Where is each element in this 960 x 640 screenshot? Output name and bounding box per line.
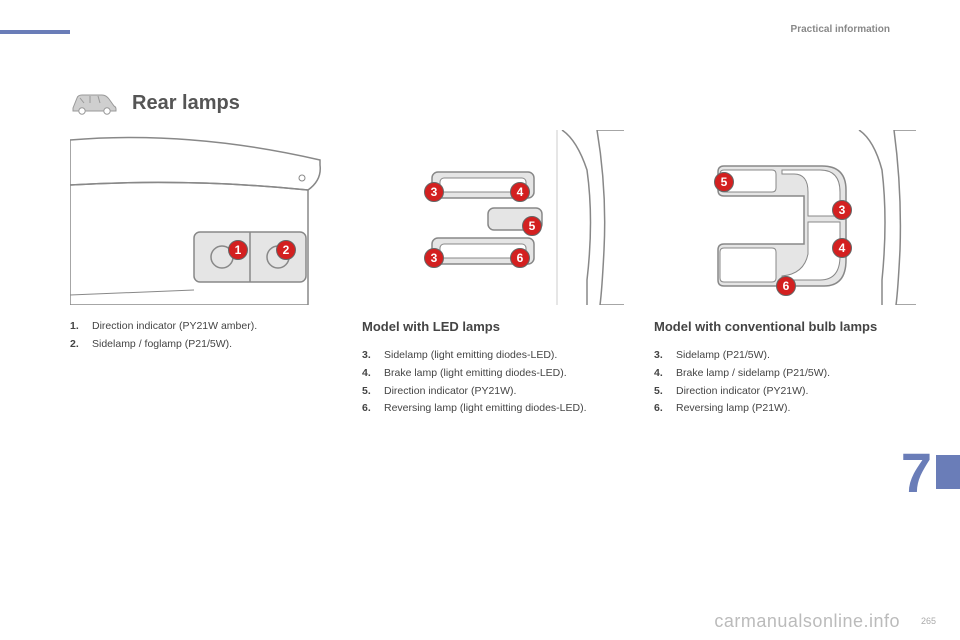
- figure2-subheading: Model with LED lamps: [362, 319, 624, 334]
- figure-bulb: 5 3 4 6: [654, 130, 916, 305]
- badge-num: 6: [783, 279, 790, 293]
- figure3-subheading: Model with conventional bulb lamps: [654, 319, 916, 334]
- badge-num: 6: [517, 251, 524, 265]
- badge-num: 3: [839, 203, 846, 217]
- item-num: 1.: [70, 319, 84, 335]
- item-text: Brake lamp (light emitting diodes-LED).: [384, 366, 567, 382]
- item-num: 5.: [362, 384, 376, 400]
- item-num: 3.: [362, 348, 376, 364]
- badge-num: 3: [431, 185, 438, 199]
- item-text: Reversing lamp (P21W).: [676, 401, 790, 417]
- header-category: Practical information: [791, 24, 890, 35]
- badge-num: 5: [721, 175, 728, 189]
- list-item: 5. Direction indicator (PY21W).: [654, 384, 916, 400]
- item-text: Reversing lamp (light emitting diodes-LE…: [384, 401, 587, 417]
- item-num: 6.: [362, 401, 376, 417]
- callout-badge: 5: [714, 172, 734, 192]
- callout-badge: 1: [228, 240, 248, 260]
- list-item: 3. Sidelamp (P21/5W).: [654, 348, 916, 364]
- item-num: 2.: [70, 337, 84, 353]
- item-num: 6.: [654, 401, 668, 417]
- chapter-tab-bar: [936, 455, 960, 489]
- list-item: 5. Direction indicator (PY21W).: [362, 384, 624, 400]
- list-item: 4. Brake lamp (light emitting diodes-LED)…: [362, 366, 624, 382]
- list-item: 2. Sidelamp / foglamp (P21/5W).: [70, 337, 332, 353]
- item-num: 4.: [362, 366, 376, 382]
- callout-badge: 4: [832, 238, 852, 258]
- figure3-caption: 3. Sidelamp (P21/5W). 4. Brake lamp / side…: [654, 348, 916, 417]
- section-title: Rear lamps: [132, 92, 240, 115]
- badge-num: 1: [235, 243, 242, 257]
- list-item: 6. Reversing lamp (light emitting diodes-…: [362, 401, 624, 417]
- callout-badge: 3: [424, 248, 444, 268]
- item-num: 3.: [654, 348, 668, 364]
- column-1: 1 2 1. Direction indicator (PY21W amber).…: [70, 130, 332, 419]
- item-text: Sidelamp / foglamp (P21/5W).: [92, 337, 232, 353]
- item-num: 5.: [654, 384, 668, 400]
- callout-badge: 3: [832, 200, 852, 220]
- badge-num: 5: [529, 219, 536, 233]
- callout-badge: 2: [276, 240, 296, 260]
- car-icon: [70, 90, 118, 116]
- badge-num: 2: [283, 243, 290, 257]
- callout-badge: 6: [776, 276, 796, 296]
- content-columns: 1 2 1. Direction indicator (PY21W amber).…: [70, 130, 916, 419]
- callout-badge: 5: [522, 216, 542, 236]
- badge-num: 3: [431, 251, 438, 265]
- list-item: 1. Direction indicator (PY21W amber).: [70, 319, 332, 335]
- callout-badge: 6: [510, 248, 530, 268]
- item-text: Sidelamp (light emitting diodes-LED).: [384, 348, 557, 364]
- item-text: Direction indicator (PY21W).: [384, 384, 516, 400]
- column-2: 3 4 5 3 6 Model with LED lamps 3. Sidelam…: [362, 130, 624, 419]
- list-item: 3. Sidelamp (light emitting diodes-LED).: [362, 348, 624, 364]
- callout-badge: 4: [510, 182, 530, 202]
- chapter-number: 7: [901, 440, 932, 505]
- header-accent-bar: [0, 30, 70, 34]
- figure-bumper: 1 2: [70, 130, 332, 305]
- figure2-caption: 3.Sidelamp (light emitting diodes-LED). …: [362, 348, 624, 417]
- list-item: 4. Brake lamp / sidelamp (P21/5W).: [654, 366, 916, 382]
- badge-num: 4: [517, 185, 524, 199]
- callout-badge: 3: [424, 182, 444, 202]
- figure1-caption: 1. Direction indicator (PY21W amber). 2. S…: [70, 319, 332, 353]
- list-item: 6. Reversing lamp (P21W).: [654, 401, 916, 417]
- column-3: 5 3 4 6 Model with conventional bulb lam…: [654, 130, 916, 419]
- badge-num: 4: [839, 241, 846, 255]
- watermark: carmanualsonline.info: [714, 611, 900, 632]
- figure-led: 3 4 5 3 6: [362, 130, 624, 305]
- item-text: Brake lamp / sidelamp (P21/5W).: [676, 366, 830, 382]
- item-text: Direction indicator (PY21W).: [676, 384, 808, 400]
- item-num: 4.: [654, 366, 668, 382]
- item-text: Direction indicator (PY21W amber).: [92, 319, 257, 335]
- page-number: 265: [921, 616, 936, 626]
- section-header: Rear lamps: [70, 90, 240, 116]
- item-text: Sidelamp (P21/5W).: [676, 348, 770, 364]
